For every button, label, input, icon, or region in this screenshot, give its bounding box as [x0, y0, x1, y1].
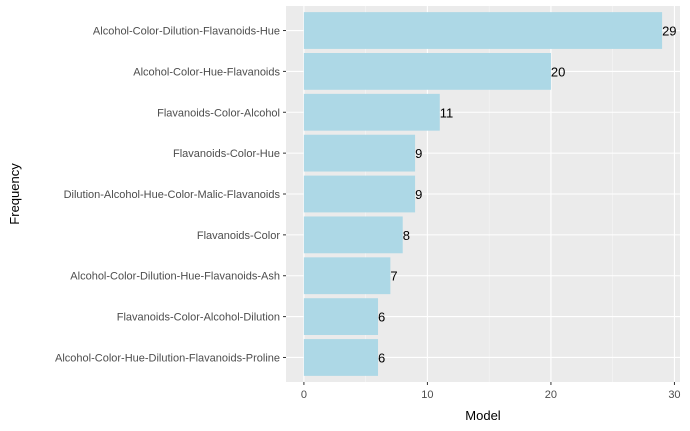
x-tick-label: 30 [668, 389, 680, 401]
bar [303, 93, 440, 131]
bar [303, 257, 391, 295]
data-labels: 29 20 11 9 9 8 7 6 6 [378, 24, 677, 366]
category-label: Alcohol-Color-Dilution-Hue-Flavanoids-As… [70, 271, 280, 283]
data-label: 8 [403, 228, 410, 243]
category-label: Flavanoids-Color [197, 230, 280, 242]
bar [303, 216, 403, 254]
x-tick-label: 10 [421, 389, 433, 401]
x-axis-title: Model [465, 408, 501, 423]
data-label: 7 [390, 269, 397, 284]
data-label: 9 [415, 146, 422, 161]
category-label: Flavanoids-Color-Alcohol [157, 107, 280, 119]
bar [303, 134, 416, 172]
category-label: Alcohol-Color-Hue-Flavanoids [133, 66, 280, 78]
x-tick-label: 0 [301, 389, 307, 401]
category-label: Alcohol-Color-Hue-Dilution-Flavanoids-Pr… [55, 352, 280, 364]
bars [303, 12, 663, 376]
x-axis: 0 10 20 30 [301, 382, 681, 401]
bar [303, 339, 379, 376]
data-label: 20 [551, 64, 565, 79]
bar [303, 53, 551, 90]
y-axis-title: Frequency [7, 163, 22, 225]
bar [303, 12, 663, 49]
category-label: Flavanoids-Color-Alcohol-Dilution [117, 312, 280, 324]
category-label: Alcohol-Color-Dilution-Flavanoids-Hue [93, 26, 280, 38]
bar [303, 175, 416, 213]
data-label: 6 [378, 350, 385, 365]
category-label: Dilution-Alcohol-Hue-Color-Malic-Flavano… [64, 189, 281, 201]
y-axis: Alcohol-Color-Dilution-Flavanoids-Hue Alc… [55, 26, 286, 364]
bar [303, 298, 379, 335]
category-label: Flavanoids-Color-Hue [173, 148, 280, 160]
data-label: 9 [415, 187, 422, 202]
data-label: 29 [662, 24, 676, 39]
data-label: 11 [440, 105, 454, 120]
data-label: 6 [378, 310, 385, 325]
x-tick-label: 20 [545, 389, 557, 401]
